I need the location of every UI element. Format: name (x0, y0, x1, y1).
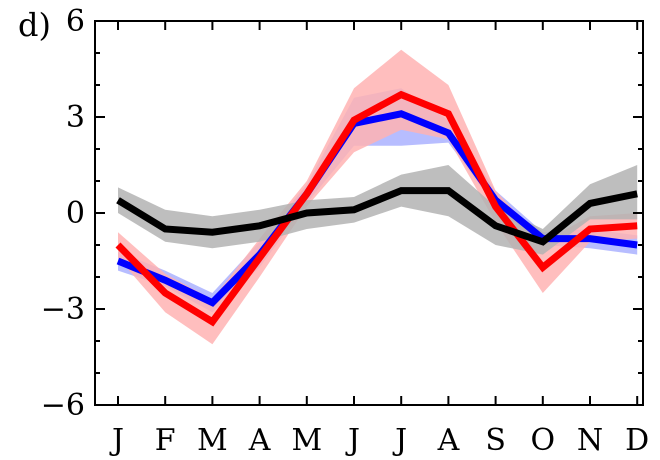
y-tick-label: 0 (66, 196, 85, 231)
x-tick-label: J (392, 423, 407, 458)
x-tick-label: M (291, 423, 322, 458)
x-tick-label: J (345, 423, 360, 458)
series-1-line (115, 90, 638, 327)
y-tick-label: −3 (41, 292, 85, 327)
series-lines (115, 90, 638, 327)
x-tick-label: A (248, 423, 271, 458)
x-tick-label: S (485, 423, 506, 458)
panel-label: d) (18, 6, 51, 44)
x-tick-label: A (437, 423, 460, 458)
y-tick-label: −6 (41, 388, 85, 423)
x-tick-label: N (577, 423, 603, 458)
x-tick-label: J (109, 423, 124, 458)
x-tick-label: O (530, 423, 555, 458)
x-tick-label: M (197, 423, 228, 458)
series-2-line (116, 187, 638, 246)
y-tick-label: 6 (66, 4, 85, 39)
y-tick-label: 3 (66, 100, 85, 135)
x-tick-label: F (155, 423, 176, 458)
x-tick-label: D (625, 423, 649, 458)
